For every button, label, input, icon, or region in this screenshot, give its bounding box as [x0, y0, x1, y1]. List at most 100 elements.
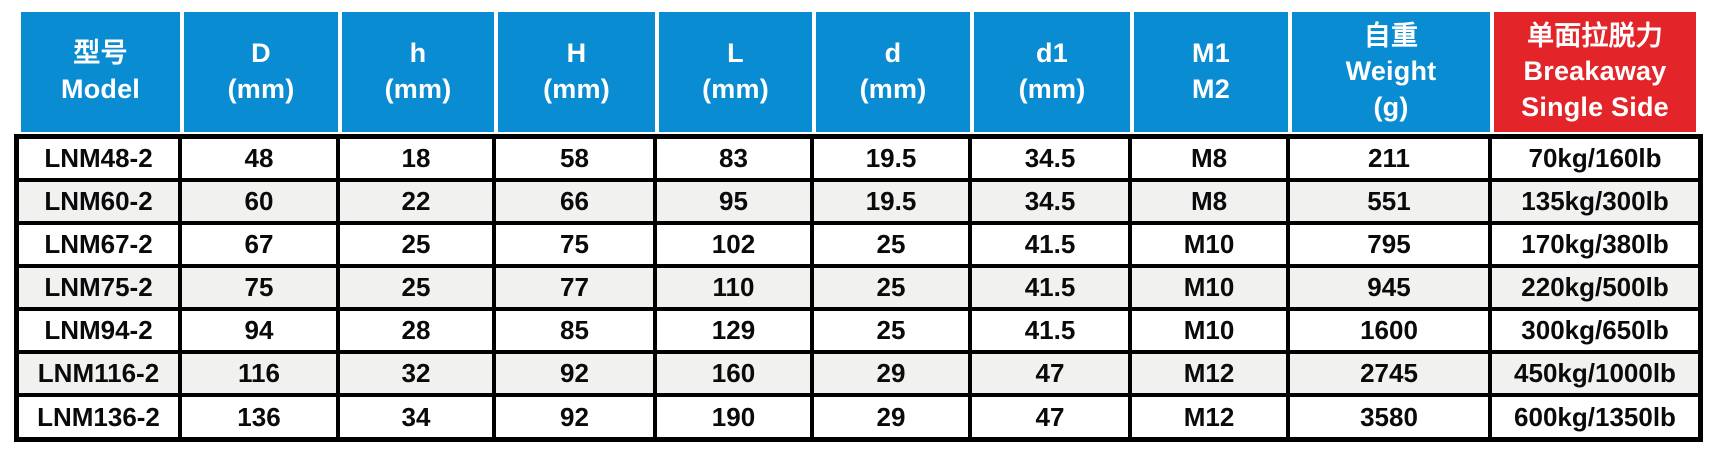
table-cell-D: 67: [182, 225, 340, 264]
header-line: M2: [1192, 74, 1230, 104]
header-cell-label: h (mm): [342, 12, 494, 132]
header-line: 单面拉脱力: [1527, 20, 1663, 51]
table-cell-model: LNM48-2: [19, 139, 182, 178]
header-line: Weight: [1345, 56, 1437, 87]
table-cell-model: LNM136-2: [19, 397, 182, 437]
header-cell-breakaway: 单面拉脱力 Breakaway Single Side: [1492, 12, 1698, 132]
header-line: (mm): [384, 74, 452, 104]
header-line: 自重: [1363, 20, 1419, 51]
header-cell-label: 型号 Model: [21, 12, 180, 132]
table-cell-weight: 945: [1290, 268, 1492, 307]
table-cell-d1: 47: [972, 354, 1132, 393]
table-cell-d: 19.5: [814, 139, 972, 178]
header-line: (mm): [1018, 74, 1086, 104]
table-cell-breakaway: 70kg/160lb: [1528, 143, 1662, 173]
table-cell-m1-m2: M8: [1132, 139, 1290, 178]
table-cell-m1-m2: M10: [1132, 225, 1290, 264]
header-line: d: [884, 38, 902, 69]
table-cell-d1: 34.5: [972, 139, 1132, 178]
header-cell-model: 型号 Model: [19, 12, 182, 132]
table-cell-d1: 41.5: [972, 225, 1132, 264]
header-line: (mm): [227, 74, 295, 104]
header-line: (g): [1373, 91, 1409, 122]
table-cell-d: 25: [814, 268, 972, 307]
table-cell-d: 29: [814, 354, 972, 393]
table-cell-L: 110: [657, 268, 814, 307]
table-cell-d1: 47: [972, 397, 1132, 437]
header-cell-label: M1 M2: [1134, 12, 1288, 132]
table-cell-breakaway: 170kg/380lb: [1521, 229, 1669, 259]
table-row: LNM94-2 94 28 85 129 25 41.5 M10 1600 300kg/650lb: [19, 311, 1698, 354]
table-cell-m1-m2: M12: [1132, 354, 1290, 393]
table-row: LNM48-2 48 18 58 83 19.5 34.5 M8 211 70kg/160lb: [19, 139, 1698, 182]
table-cell-model: LNM60-2: [19, 182, 182, 221]
table-cell-h: 25: [340, 225, 496, 264]
table-cell-breakaway: 450kg/1000lb: [1514, 358, 1676, 388]
table-cell-m1-m2: M10: [1132, 268, 1290, 307]
table-cell-H: 85: [496, 311, 657, 350]
table-cell-d1: 41.5: [972, 268, 1132, 307]
table-cell-h: 32: [340, 354, 496, 393]
table-cell-model: LNM67-2: [19, 225, 182, 264]
table-cell-D: 94: [182, 311, 340, 350]
table-cell-breakaway: 600kg/1350lb: [1514, 401, 1676, 432]
table-cell-model: LNM94-2: [19, 311, 182, 350]
header-line: (mm): [543, 74, 610, 104]
table-cell-H: 75: [496, 225, 657, 264]
table-cell-H: 66: [496, 182, 657, 221]
table-cell-weight: 1600: [1290, 311, 1492, 350]
table-cell-h: 34: [340, 397, 496, 437]
table-row: LNM75-2 75 25 77 110 25 41.5 M10 945 220kg/500lb: [19, 268, 1698, 311]
table-cell-m1-m2: M10: [1132, 311, 1290, 350]
table-cell-L: 83: [657, 139, 814, 178]
table-cell-d1: 34.5: [972, 182, 1132, 221]
table-cell-L: 95: [657, 182, 814, 221]
header-cell-h: h (mm): [340, 12, 496, 132]
table-cell-L: 160: [657, 354, 814, 393]
header-cell-d1: d1 (mm): [972, 12, 1132, 132]
header-line: L: [727, 38, 744, 69]
table-cell-D: 48: [182, 139, 340, 178]
table-cell-m1-m2: M8: [1132, 182, 1290, 221]
table-body: LNM48-2 48 18 58 83 19.5 34.5 M8 211 70kg/160lb LN…: [14, 134, 1703, 442]
table-cell-h: 28: [340, 311, 496, 350]
table-row: LNM136-2 136 34 92 190 29 47 M12 3580 600kg/1350l…: [19, 397, 1698, 437]
header-line: Single Side: [1521, 91, 1669, 122]
table-cell-d: 29: [814, 397, 972, 437]
table-cell-weight: 2745: [1290, 354, 1492, 393]
table-cell-breakaway: 220kg/500lb: [1521, 272, 1669, 302]
table-cell-h: 18: [340, 139, 496, 178]
table-cell-L: 190: [657, 397, 814, 437]
table-cell-breakaway: 300kg/650lb: [1521, 315, 1669, 345]
header-line: M1: [1192, 38, 1230, 69]
table-cell-D: 75: [182, 268, 340, 307]
table-cell-weight: 3580: [1290, 397, 1492, 437]
table-cell-model: LNM75-2: [19, 268, 182, 307]
table-cell-d: 19.5: [814, 182, 972, 221]
table-row: LNM67-2 67 25 75 102 25 41.5 M10 795 170kg/380lb: [19, 225, 1698, 268]
table-cell-D: 136: [182, 397, 340, 437]
table-cell-d1: 41.5: [972, 311, 1132, 350]
table-cell-L: 129: [657, 311, 814, 350]
header-cell-label: L (mm): [659, 12, 812, 132]
table-cell-L: 102: [657, 225, 814, 264]
header-line: (mm): [859, 74, 927, 104]
header-line: (mm): [702, 74, 769, 104]
table-cell-model: LNM116-2: [19, 354, 182, 393]
header-cell-label: H (mm): [498, 12, 655, 132]
header-cell-label: D (mm): [184, 12, 338, 132]
header-cell-label: 单面拉脱力 Breakaway Single Side: [1494, 12, 1696, 132]
header-cell-label: d1 (mm): [974, 12, 1130, 132]
table-row: LNM116-2 116 32 92 160 29 47 M12 2745 450kg/1000l…: [19, 354, 1698, 397]
table-row: LNM60-2 60 22 66 95 19.5 34.5 M8 551 135kg/300lb: [19, 182, 1698, 225]
table-cell-m1-m2: M12: [1132, 397, 1290, 437]
header-line: Model: [61, 74, 140, 104]
table-cell-h: 25: [340, 268, 496, 307]
header-line: Breakaway: [1523, 56, 1667, 87]
header-line: 型号: [73, 38, 128, 69]
table-cell-weight: 795: [1290, 225, 1492, 264]
table-cell-breakaway: 135kg/300lb: [1521, 186, 1669, 216]
table-cell-H: 58: [496, 139, 657, 178]
table-header-row: 型号 Model D (mm) h (mm) H (mm) L (mm) d (mm) d1 (mm) M1…: [19, 12, 1698, 132]
header-cell-D: D (mm): [182, 12, 340, 132]
